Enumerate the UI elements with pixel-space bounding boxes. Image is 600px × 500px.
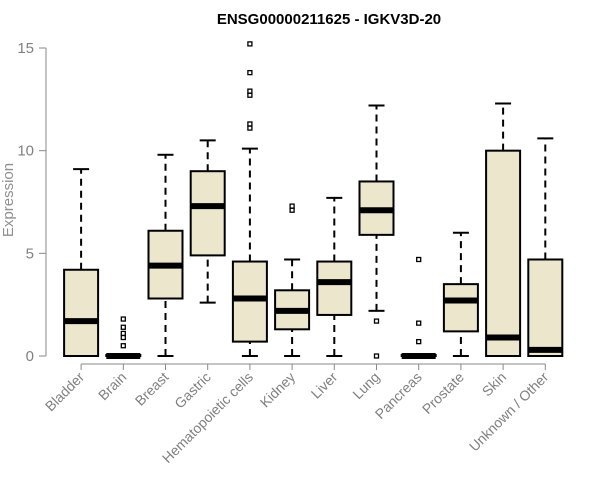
outlier-point [373,353,380,359]
outlier-point [247,69,253,76]
box-breast [147,153,184,357]
x-tick-label: Unknown / Other [466,369,552,455]
x-tick-label: Breast [132,369,172,409]
outlier-point [120,343,126,349]
outlier-point [416,256,422,263]
y-axis-label: Expression [0,163,17,237]
box-iqr [231,260,268,343]
outlier-point [373,318,380,324]
box-iqr [442,283,479,333]
chart-title: ENSG00000211625 - IGKV3D-20 [217,11,441,28]
outlier-point [247,125,253,131]
outlier-point [120,316,126,322]
box-brain [105,316,142,359]
box-liver [316,196,353,357]
y-tick-label: 0 [26,348,34,365]
box-series [63,41,564,359]
box-hematopoietic-cells [231,41,268,357]
outlier-point [247,41,253,47]
box-kidney [274,203,311,357]
y-tick-label: 5 [26,245,34,262]
outlier-point [416,338,422,345]
y-axis: 0 5 10 15 [17,40,47,365]
box-unknown-other [527,137,564,358]
box-iqr [485,149,522,357]
x-tick-label: Prostate [419,369,467,417]
y-tick-label: 15 [17,40,34,57]
outlier-point [289,207,295,213]
x-tick-label: Lung [349,369,382,402]
outlier-point [247,88,253,94]
box-skin [485,102,522,357]
y-tick-label: 10 [17,143,34,160]
outlier-point [289,203,295,209]
box-pancreas [400,256,437,359]
outlier-point [120,330,126,337]
box-gastric [189,139,226,304]
outlier-point [120,334,126,341]
box-lung [358,104,395,359]
x-tick-label: Kidney [257,369,299,411]
outlier-point [416,320,422,326]
box-bladder [63,168,100,358]
x-tick-label: Bladder [42,369,88,415]
x-tick-label: Skin [479,369,510,400]
box-iqr [189,170,226,257]
x-tick-label: Pancreas [372,369,425,422]
outlier-point [247,92,253,98]
box-prostate [442,231,479,357]
box-iqr [527,258,564,358]
box-iqr [63,268,100,358]
outlier-point [247,121,253,127]
x-tick-label: Brain [95,369,129,403]
x-tick-label: Liver [308,369,341,402]
outlier-point [120,324,126,330]
box-iqr [316,260,353,316]
